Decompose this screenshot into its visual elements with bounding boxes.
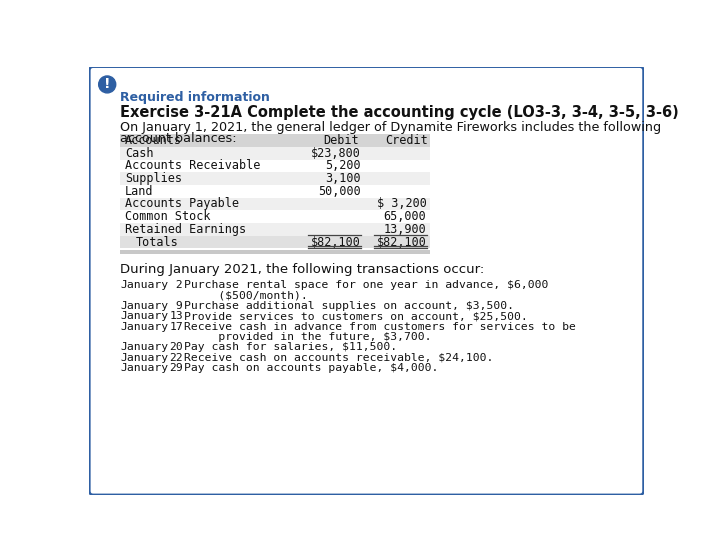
- Text: $23,800: $23,800: [311, 147, 360, 160]
- Text: 13,900: 13,900: [384, 223, 427, 236]
- Text: Debit: Debit: [323, 134, 359, 147]
- Text: 65,000: 65,000: [384, 210, 427, 223]
- Bar: [120, 147, 430, 160]
- Bar: [120, 197, 430, 210]
- Text: Receive cash on accounts receivable, $24,100.: Receive cash on accounts receivable, $24…: [184, 353, 493, 363]
- Text: January: January: [120, 280, 169, 290]
- Text: Exercise 3-21A Complete the accounting cycle (LO3-3, 3-4, 3-5, 3-6): Exercise 3-21A Complete the accounting c…: [120, 105, 679, 120]
- Bar: [120, 134, 430, 147]
- Bar: [120, 185, 430, 197]
- Text: Pay cash on accounts payable, $4,000.: Pay cash on accounts payable, $4,000.: [184, 363, 438, 373]
- Text: Supplies: Supplies: [125, 172, 182, 185]
- Bar: [120, 210, 430, 223]
- Text: During January 2021, the following transactions occur:: During January 2021, the following trans…: [120, 263, 485, 276]
- Text: Required information: Required information: [120, 91, 270, 104]
- Text: On January 1, 2021, the general ledger of Dynamite Fireworks includes the follow: On January 1, 2021, the general ledger o…: [120, 121, 661, 134]
- Text: Credit: Credit: [386, 134, 428, 147]
- Bar: [120, 160, 430, 172]
- Text: Land: Land: [125, 185, 154, 198]
- Text: 50,000: 50,000: [318, 185, 360, 198]
- Text: 20: 20: [169, 342, 183, 353]
- Bar: [120, 172, 430, 185]
- Bar: [120, 223, 430, 236]
- Text: Pay cash for salaries, $11,500.: Pay cash for salaries, $11,500.: [184, 342, 397, 353]
- Text: January: January: [120, 301, 169, 311]
- Text: Totals: Totals: [136, 236, 179, 249]
- Text: January: January: [120, 321, 169, 331]
- Text: 13: 13: [169, 311, 183, 321]
- Text: $82,100: $82,100: [311, 236, 360, 249]
- Text: Provide services to customers on account, $25,500.: Provide services to customers on account…: [184, 311, 528, 321]
- Text: January: January: [120, 342, 169, 353]
- Text: Purchase additional supplies on account, $3,500.: Purchase additional supplies on account,…: [184, 301, 514, 311]
- Text: 3,100: 3,100: [325, 172, 360, 185]
- FancyBboxPatch shape: [89, 67, 644, 495]
- Text: January: January: [120, 353, 169, 363]
- Text: 5,200: 5,200: [325, 160, 360, 172]
- Text: Accounts: Accounts: [125, 134, 182, 147]
- Text: provided in the future, $3,700.: provided in the future, $3,700.: [184, 332, 431, 342]
- Text: 29: 29: [169, 363, 183, 373]
- Text: Accounts Receivable: Accounts Receivable: [125, 160, 260, 172]
- Text: Receive cash in advance from customers for services to be: Receive cash in advance from customers f…: [184, 321, 576, 331]
- Text: ($500/month).: ($500/month).: [184, 290, 307, 300]
- Text: 9: 9: [169, 301, 183, 311]
- Text: Retained Earnings: Retained Earnings: [125, 223, 246, 236]
- Text: 17: 17: [169, 321, 183, 331]
- Text: 22: 22: [169, 353, 183, 363]
- Bar: [120, 250, 430, 254]
- Text: 2: 2: [169, 280, 183, 290]
- Text: January: January: [120, 363, 169, 373]
- Text: Cash: Cash: [125, 147, 154, 160]
- Text: January: January: [120, 311, 169, 321]
- Text: Purchase rental space for one year in advance, $6,000: Purchase rental space for one year in ad…: [184, 280, 548, 290]
- Text: account balances:: account balances:: [120, 132, 237, 145]
- Text: Common Stock: Common Stock: [125, 210, 210, 223]
- Text: Accounts Payable: Accounts Payable: [125, 197, 239, 211]
- Text: !: !: [104, 77, 110, 91]
- Text: $82,100: $82,100: [377, 236, 427, 249]
- Circle shape: [99, 76, 116, 93]
- Text: $ 3,200: $ 3,200: [377, 197, 427, 211]
- Bar: [120, 236, 430, 249]
